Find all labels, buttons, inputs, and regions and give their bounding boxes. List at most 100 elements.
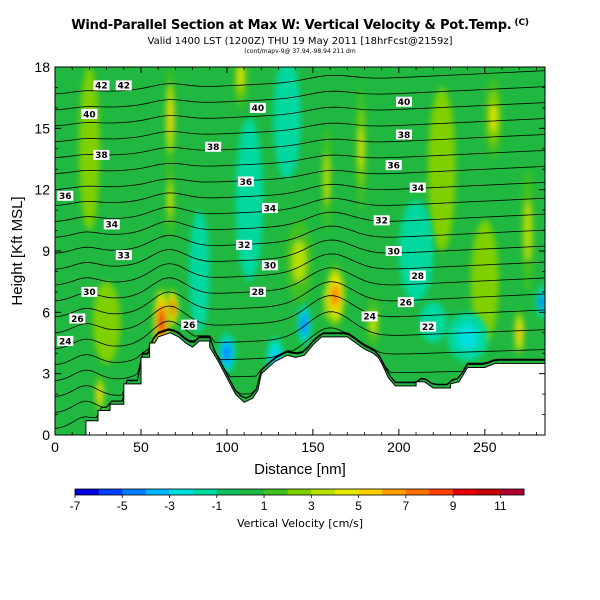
- svg-text:30: 30: [387, 247, 400, 257]
- y-tick-label: 18: [34, 59, 50, 75]
- velocity-cell: [165, 163, 175, 237]
- velocity-cell: [273, 67, 301, 180]
- velocity-cell: [297, 304, 312, 346]
- theta-label: 34: [103, 219, 120, 231]
- svg-text:34: 34: [412, 184, 425, 194]
- theta-line: [55, 239, 545, 270]
- colorbar-swatch: [476, 489, 501, 495]
- theta-label: 28: [249, 286, 266, 298]
- theta-label: 40: [249, 102, 266, 114]
- theta-label: 30: [81, 286, 98, 298]
- y-tick-label: 12: [34, 182, 50, 198]
- theta-label: 33: [115, 250, 132, 261]
- svg-text:26: 26: [183, 321, 196, 331]
- theta-line: [55, 181, 545, 206]
- x-tick-label: 250: [473, 439, 497, 455]
- theta-label: 42: [115, 80, 132, 92]
- svg-text:36: 36: [59, 192, 72, 202]
- colorbar-tick-label: -3: [164, 499, 175, 513]
- colorbar-tick-label: 11: [494, 499, 507, 513]
- velocity-cell: [355, 87, 367, 211]
- colorbar-tick-label: -7: [70, 499, 81, 513]
- svg-text:32: 32: [375, 217, 388, 227]
- svg-text:36: 36: [240, 178, 253, 188]
- colorbar-swatch: [429, 489, 454, 495]
- svg-text:28: 28: [252, 288, 265, 298]
- svg-text:40: 40: [83, 110, 96, 120]
- plot-area: 42 42 40 40 40 38 38 38 36 36 36 34 34 34 33 32 32 30 30 30…: [55, 67, 545, 435]
- svg-text:30: 30: [83, 288, 96, 298]
- colorbar-swatch: [405, 489, 430, 495]
- colorbar-swatch: [358, 489, 383, 495]
- colorbar-swatch: [264, 489, 289, 495]
- chart-title: Wind-Parallel Section at Max W: Vertical…: [71, 18, 529, 33]
- velocity-cell: [189, 210, 210, 333]
- velocity-cell: [398, 199, 434, 303]
- svg-text:32: 32: [238, 241, 251, 251]
- y-tick-label: 9: [42, 243, 50, 259]
- velocity-cell: [484, 77, 503, 159]
- theta-label: 36: [237, 176, 254, 188]
- velocity-cell: [321, 128, 332, 231]
- theta-line: [55, 150, 545, 174]
- colorbar-swatch: [169, 489, 194, 495]
- theta-label: 38: [205, 141, 222, 153]
- svg-text:36: 36: [387, 161, 400, 171]
- velocity-cell: [79, 67, 100, 231]
- colorbar-frame: [74, 488, 525, 496]
- svg-text:24: 24: [363, 313, 376, 323]
- theta-label: 36: [385, 160, 402, 171]
- velocity-cell: [428, 87, 456, 251]
- theta-line: [55, 328, 545, 381]
- theta-line: [55, 134, 545, 159]
- svg-text:34: 34: [105, 221, 118, 231]
- colorbar-tick-label: 7: [402, 499, 409, 513]
- theta-line: [55, 118, 545, 143]
- velocity-cell: [233, 67, 248, 108]
- theta-label: 28: [409, 270, 426, 282]
- theta-label: 24: [361, 311, 378, 323]
- colorbar-tick-label: 9: [450, 499, 457, 513]
- x-tick-label: 100: [215, 439, 239, 455]
- colorbar-tick-label: 5: [355, 499, 362, 513]
- velocity-cell: [514, 308, 525, 358]
- colorbar-swatch: [240, 489, 265, 495]
- colorbar-tick-label: -1: [211, 499, 222, 513]
- x-tick-label: 0: [51, 439, 59, 455]
- colorbar-swatch: [500, 489, 525, 495]
- theta-line: [55, 86, 545, 111]
- theta-label: 42: [93, 80, 110, 92]
- theta-line: [55, 166, 545, 190]
- theta-label: 40: [81, 109, 98, 120]
- theta-line: [55, 267, 545, 302]
- theta-line: [55, 211, 545, 238]
- svg-text:33: 33: [118, 251, 131, 261]
- svg-text:38: 38: [398, 131, 411, 141]
- x-tick-label: 50: [133, 439, 149, 455]
- svg-text:22: 22: [422, 323, 435, 333]
- theta-label: 26: [181, 319, 198, 331]
- y-tick-label: 3: [42, 366, 50, 382]
- svg-text:26: 26: [399, 298, 412, 308]
- y-tick-label: 0: [42, 427, 50, 443]
- theta-label: 36: [57, 190, 74, 202]
- velocity-cell: [165, 67, 176, 170]
- theta-labels: 42 42 40 40 40 38 38 38 36 36 36 34 34 34 33 32 32 30 30 30…: [57, 80, 437, 347]
- theta-label: 34: [261, 203, 278, 214]
- svg-text:38: 38: [95, 151, 108, 161]
- colorbar-swatch: [145, 489, 171, 495]
- colorbar-swatch: [216, 489, 241, 495]
- theta-label: 30: [385, 246, 402, 257]
- svg-text:30: 30: [264, 262, 277, 272]
- colorbar-swatch: [382, 489, 407, 495]
- theta-label: 26: [69, 313, 86, 325]
- colorbar-tick-label: -5: [117, 499, 128, 513]
- theta-label: 38: [396, 129, 413, 141]
- svg-text:24: 24: [59, 337, 72, 347]
- theta-label: 30: [261, 260, 278, 272]
- colorbar-swatch: [287, 489, 312, 495]
- chart-subtitle: Valid 1400 LST (1200Z) THU 19 May 2011 […: [147, 36, 453, 47]
- colorbar: -7 -5 -3 -1 1 3 5 7 9 11: [70, 488, 525, 513]
- theta-line: [55, 102, 545, 127]
